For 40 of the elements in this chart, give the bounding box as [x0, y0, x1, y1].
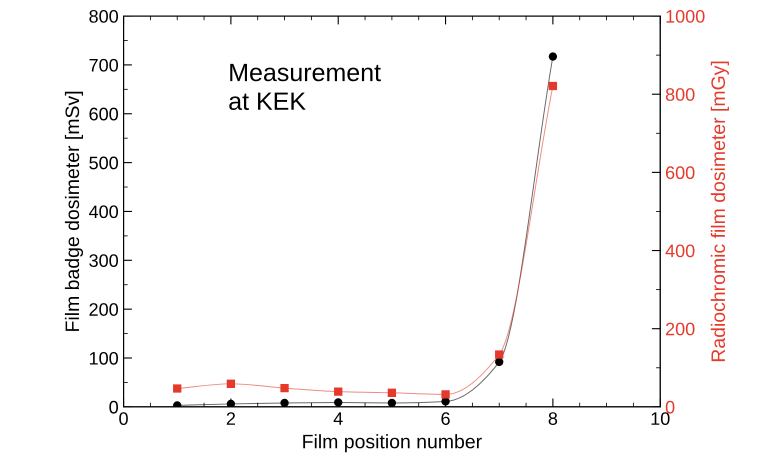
y2-tick-label: 800	[666, 88, 694, 101]
x-axis-title: Film position number	[303, 434, 482, 452]
point	[495, 358, 504, 366]
y-tick-label: 0	[109, 400, 118, 414]
point	[173, 384, 182, 393]
point	[226, 400, 236, 407]
x-tick-label: 2	[226, 412, 235, 425]
x-tick-label: 10	[652, 412, 670, 425]
point	[173, 401, 182, 407]
x-tick-label: 4	[334, 412, 343, 425]
point	[226, 380, 236, 388]
annotation: Measurement at KEK	[229, 64, 381, 110]
x-tick-label: 8	[548, 412, 558, 425]
x-tick-label: 0	[119, 412, 128, 425]
point	[495, 350, 504, 359]
point	[334, 398, 342, 407]
point	[388, 398, 396, 407]
x-tick-label: 6	[441, 412, 450, 425]
y2-tick-label: 1000	[666, 10, 705, 23]
y-tick-label: 600	[89, 108, 118, 120]
y-tick-label: 300	[89, 254, 118, 268]
point	[280, 384, 289, 392]
y-tick-label: 200	[89, 303, 118, 316]
y-tick-label: 500	[89, 156, 118, 170]
point	[388, 388, 396, 397]
y2-axis-title: Radiochromic film dosimeter [mGy]	[710, 62, 729, 362]
y2-tick-label: 200	[666, 322, 694, 336]
y-tick-label: 800	[89, 10, 118, 23]
y-axis-title: Film badge dosimeter [mSv]	[64, 92, 84, 331]
y-tick-label: 400	[88, 205, 118, 218]
y2-tick-label: 400	[665, 244, 694, 258]
point	[441, 390, 450, 399]
point	[548, 52, 558, 61]
point	[548, 82, 558, 90]
point	[334, 387, 342, 396]
y2-tick-label: 600	[666, 166, 694, 180]
point	[280, 398, 289, 407]
y-tick-label: 700	[89, 58, 118, 72]
y2-tick-label: 0	[666, 400, 674, 414]
y-tick-label: 100	[90, 352, 118, 365]
